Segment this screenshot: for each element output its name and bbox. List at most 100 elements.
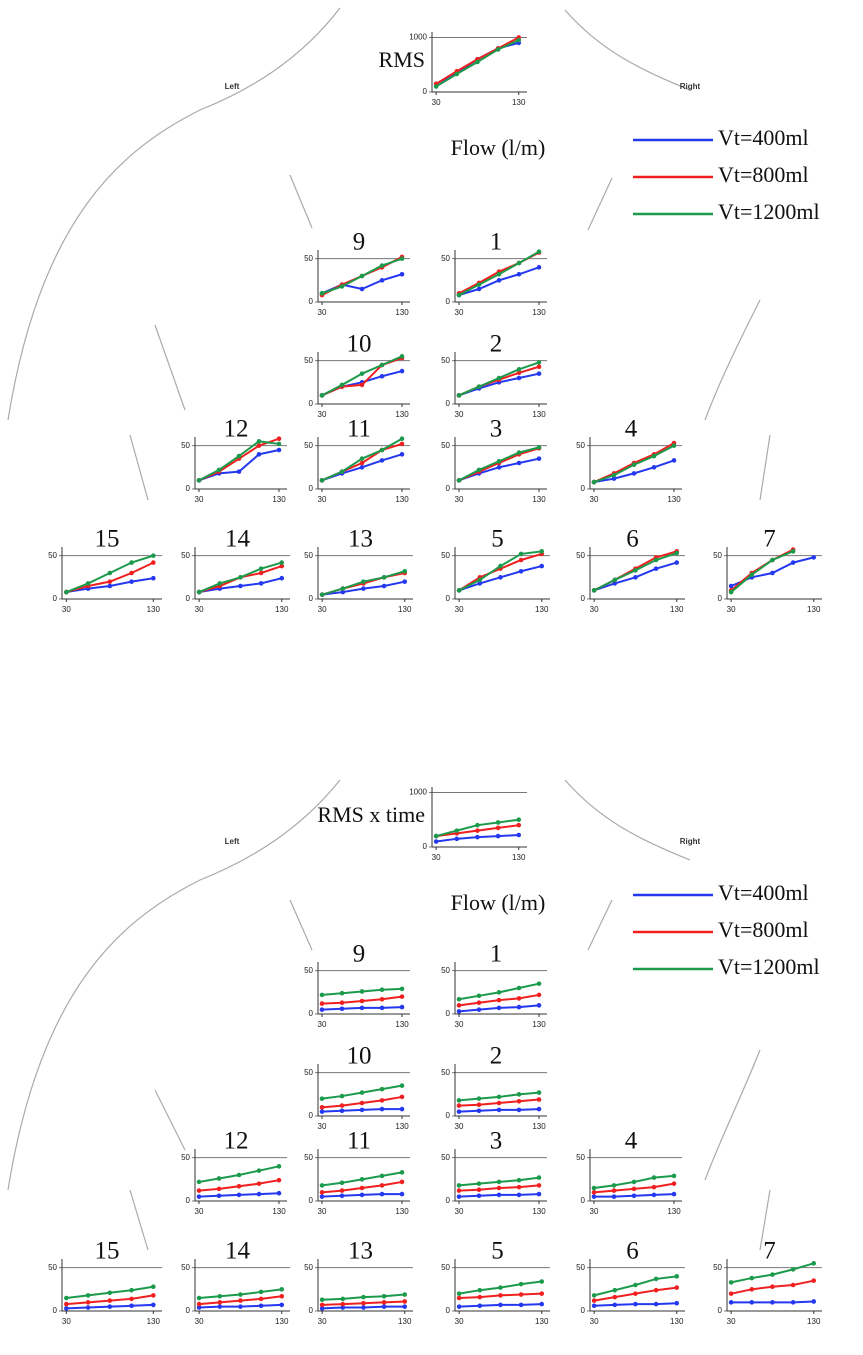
data-point — [497, 1193, 502, 1198]
data-point — [457, 1183, 462, 1188]
data-point — [151, 1284, 156, 1289]
data-point — [672, 443, 677, 448]
y-tick-label: 0 — [423, 87, 428, 96]
data-point — [217, 1176, 222, 1181]
data-point — [279, 576, 284, 581]
data-point — [674, 551, 679, 556]
chart-title: 7 — [763, 1238, 776, 1265]
data-point — [612, 578, 617, 583]
data-point — [400, 442, 405, 447]
data-point — [517, 996, 522, 1001]
y-tick-label: 0 — [718, 594, 723, 603]
data-point — [380, 1087, 385, 1092]
data-point — [361, 579, 366, 584]
data-point — [496, 820, 501, 825]
data-point — [382, 584, 387, 589]
panel-title: RMS — [379, 47, 425, 72]
x-tick-label: 130 — [532, 1020, 546, 1029]
data-point — [64, 1296, 69, 1301]
outline-bottom — [8, 780, 770, 1250]
data-point — [517, 376, 522, 381]
data-point — [320, 1001, 325, 1006]
data-point — [539, 1279, 544, 1284]
legend-label: Vt=800ml — [718, 917, 809, 942]
data-point — [360, 287, 365, 292]
x-tick-label: 130 — [532, 1122, 546, 1131]
chart-title: 9 — [353, 229, 366, 256]
data-point — [477, 1304, 482, 1309]
data-point — [64, 590, 69, 595]
y-tick-label: 0 — [446, 1306, 451, 1315]
data-point — [497, 1095, 502, 1100]
data-point — [197, 1296, 202, 1301]
data-point — [340, 1094, 345, 1099]
x-tick-label: 30 — [455, 605, 464, 614]
data-point — [402, 1292, 407, 1297]
data-point — [477, 1181, 482, 1186]
y-tick-label: 0 — [446, 399, 451, 408]
data-point — [320, 993, 325, 998]
data-point — [360, 999, 365, 1004]
data-point — [497, 1108, 502, 1113]
data-point — [729, 590, 734, 595]
legend-label: Vt=400ml — [718, 880, 809, 905]
data-point — [516, 38, 521, 43]
y-tick-label: 0 — [446, 484, 451, 493]
data-point — [811, 1261, 816, 1266]
data-point — [380, 1183, 385, 1188]
data-point — [320, 592, 325, 597]
data-point — [633, 1302, 638, 1307]
data-point — [672, 1192, 677, 1197]
y-tick-label: 50 — [181, 441, 190, 450]
x-tick-label: 30 — [455, 410, 464, 419]
chart-title: 1 — [490, 941, 503, 968]
y-tick-label: 50 — [181, 1263, 190, 1272]
data-point — [64, 1302, 69, 1307]
data-point — [340, 1194, 345, 1199]
data-point — [434, 839, 439, 844]
data-point — [475, 60, 480, 65]
data-point — [217, 1304, 222, 1309]
y-tick-label: 50 — [441, 1263, 450, 1272]
data-point — [320, 1297, 325, 1302]
x-tick-label: 130 — [395, 308, 409, 317]
data-point — [434, 84, 439, 89]
data-point — [279, 1303, 284, 1308]
x-tick-label: 30 — [455, 1317, 464, 1326]
data-point — [279, 1287, 284, 1292]
chart-title: 2 — [490, 1043, 503, 1070]
data-point — [674, 560, 679, 565]
data-point — [361, 1305, 366, 1310]
x-tick-label: 30 — [318, 308, 327, 317]
data-point — [729, 1300, 734, 1305]
data-point — [217, 468, 222, 473]
y-tick-label: 50 — [441, 254, 450, 263]
x-tick-label: 30 — [318, 1317, 327, 1326]
data-point — [400, 452, 405, 457]
data-point — [672, 1181, 677, 1186]
data-point — [592, 480, 597, 485]
data-point — [197, 478, 202, 483]
data-point — [537, 371, 542, 376]
data-point — [382, 1304, 387, 1309]
data-point — [652, 465, 657, 470]
y-tick-label: 0 — [309, 1306, 314, 1315]
chart-title: 11 — [347, 1128, 371, 1155]
y-tick-label: 50 — [441, 1068, 450, 1077]
x-tick-label: 30 — [318, 1207, 327, 1216]
data-point — [257, 1181, 262, 1186]
data-point — [633, 1283, 638, 1288]
data-point — [277, 436, 282, 441]
data-point — [340, 469, 345, 474]
data-point — [612, 1188, 617, 1193]
data-point — [791, 549, 796, 554]
y-tick-label: 50 — [304, 966, 313, 975]
data-point — [477, 1187, 482, 1192]
data-point — [361, 1301, 366, 1306]
data-point — [632, 471, 637, 476]
data-point — [498, 1293, 503, 1298]
x-tick-label: 130 — [395, 495, 409, 504]
data-point — [517, 1178, 522, 1183]
data-point — [497, 272, 502, 277]
data-point — [360, 461, 365, 466]
